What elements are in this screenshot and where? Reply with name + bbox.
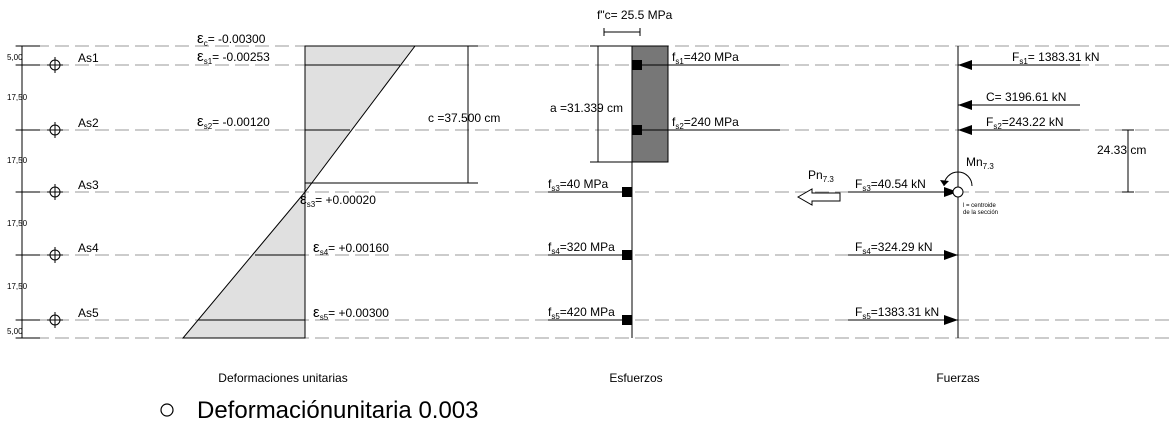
bar-label: As5 [78,306,99,320]
text-part: ε [313,239,320,256]
text-part: F [1012,50,1019,64]
text-part: F [986,115,993,129]
dimension: 17,50 [7,93,28,102]
text-part: s3 [307,200,316,209]
text-part: s3 [862,184,871,193]
dimension: 5,00 [7,327,23,336]
strain-label: εs4= +0.00160 [313,239,389,257]
text-part: s2 [675,122,684,131]
text-part: = +0.00300 [328,306,389,320]
text-part: F [855,177,862,191]
text-part: s1 [204,57,213,66]
bullet-marker [160,403,174,417]
dimension: 17,50 [7,219,28,228]
neutral-axis-depth: c =37.500 cm [428,111,500,125]
dimension: 5,00 [7,53,23,62]
bar-label: As3 [78,178,99,192]
caption: Fuerzas [936,371,979,385]
centroid-note: l = centroide [963,203,997,209]
axial-label: Pn7.3 [808,168,834,184]
text-part: f [548,177,552,191]
stress-label: fs3=40 MPa [548,177,608,193]
bar-symbols [47,57,63,328]
text-part: f [672,50,676,64]
stress-label: fs1=420 MPa [672,50,739,66]
text-part: =243.22 kN [1002,115,1064,129]
text-part: = +0.00160 [328,241,389,255]
text-part: s2 [993,122,1002,131]
moment-label: Mn7.3 [966,155,994,171]
text-part: =240 MPa [684,115,739,129]
dimension: 17,50 [7,282,28,291]
text-part: s1 [675,57,684,66]
force-label: Fs2=243.22 kN [986,115,1064,131]
bar-label: As1 [78,51,99,65]
strain-label: εs5= +0.00300 [313,304,389,322]
text-part: = -0.00253 [212,50,270,64]
force-diagram [796,46,1134,338]
block-depth: a =31.339 cm [550,101,623,115]
text-part: s1 [1019,57,1028,66]
text-part: F [855,305,862,319]
strain-label: εs2= -0.00120 [197,113,270,131]
text-part: =324.29 kN [871,240,933,254]
text-part: s4 [551,247,560,256]
text-part: = -0.00300 [208,32,266,46]
text-part: ε [197,113,204,130]
force-label: Fs5=1383.31 kN [855,305,939,321]
text-part: f [548,305,552,319]
text-part: = +0.00020 [315,193,376,207]
force-label: Fs4=324.29 kN [855,240,933,256]
text-part: s4 [320,248,329,257]
text-part: Pn [808,168,823,182]
caption: Deformaciones unitarias [218,371,347,385]
text-part: s5 [862,312,871,321]
text-part: s5 [320,313,329,322]
text-part: Mn [966,155,983,169]
text-part: ε [313,304,320,321]
text-part: f [672,115,676,129]
text-part: s4 [862,247,871,256]
force-label: Fs3=40.54 kN [855,177,926,193]
bar-label: As4 [78,241,99,255]
concrete-strength: f"c= 25.5 MPa [597,8,673,22]
text-part: s5 [551,312,560,321]
compression-force: C= 3196.61 kN [986,90,1066,104]
bullet-text: Deformaciónunitaria 0.003 [197,397,479,421]
text-part: =420 MPa [560,305,615,319]
strain-label: εs1= -0.00253 [197,48,270,66]
text-part: ε [197,48,204,65]
strain-label: εs3= +0.00020 [300,191,376,209]
stress-diagram [548,28,780,338]
strain-diagram [181,45,478,339]
caption: Esfuerzos [609,371,662,385]
text-part: = -0.00120 [212,115,270,129]
text-part: ε [300,191,307,208]
dimension: 17,50 [7,156,28,165]
text-part: =1383.31 kN [871,305,939,319]
bar-label: As2 [78,116,99,130]
text-part: =420 MPa [684,50,739,64]
text-part: =40.54 kN [871,177,926,191]
stress-label: fs5=420 MPa [548,305,615,321]
text-part: 7.3 [983,162,995,171]
text-part: s3 [551,184,560,193]
centroid-note: de la sección [963,210,998,216]
text-part: c [204,39,208,48]
stress-label: fs4=320 MPa [548,240,615,256]
text-part: ε [197,30,204,47]
force-label: Fs1= 1383.31 kN [1012,50,1100,66]
text-part: 7.3 [823,175,835,184]
dimension-column: 5,00 17,50 17,50 17,50 17,50 5,00 [7,45,40,339]
text-part: =40 MPa [560,177,609,191]
strain-label: εc= -0.00300 [197,30,266,48]
stress-label: fs2=240 MPa [672,115,739,131]
text-part: =320 MPa [560,240,615,254]
lever-arm: 24.33 cm [1097,143,1146,157]
text-part: = 1383.31 kN [1028,50,1100,64]
text-part: F [855,240,862,254]
text-part: s2 [204,122,213,131]
text-part: f [548,240,552,254]
